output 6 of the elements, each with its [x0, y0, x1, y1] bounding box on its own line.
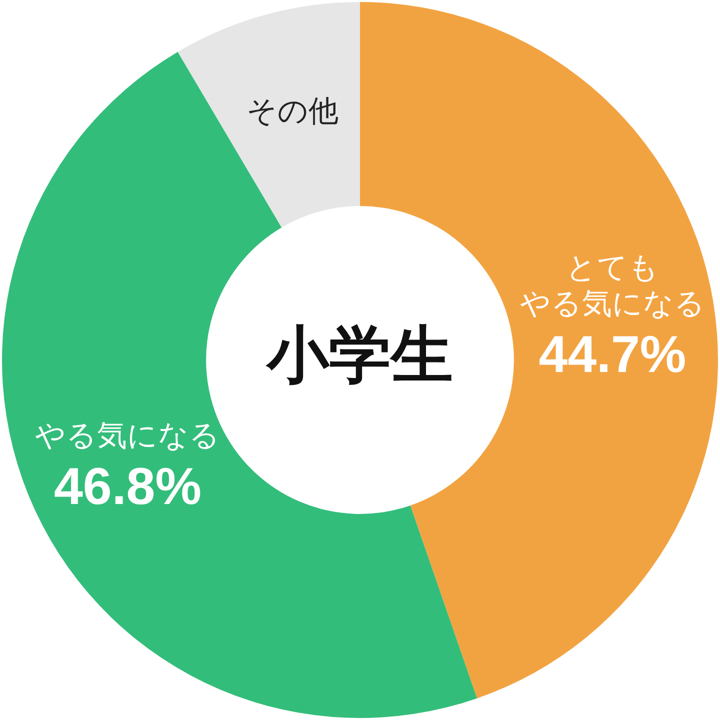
text: 小学生 — [265, 318, 453, 392]
data-label: 44.7% — [538, 326, 686, 384]
slice-label: その他 — [246, 94, 338, 129]
slice-label: やる気になる — [35, 418, 220, 454]
data-label: 46.8% — [54, 458, 202, 516]
slice-label: とてもやる気になる — [520, 250, 705, 322]
